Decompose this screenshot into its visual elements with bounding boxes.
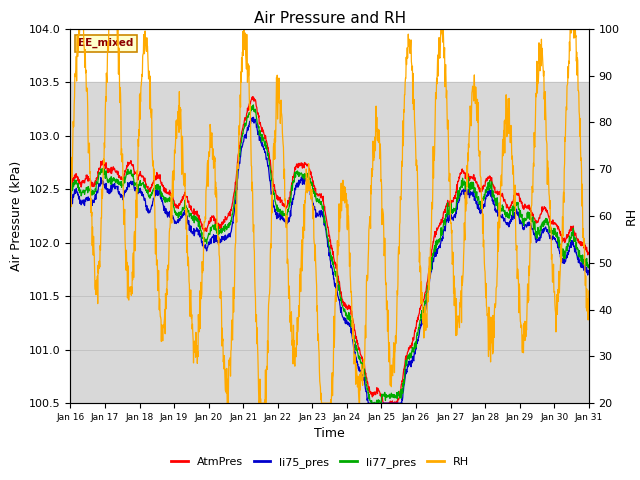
- Text: EE_mixed: EE_mixed: [78, 38, 134, 48]
- Bar: [70, 296, 589, 403]
- Y-axis label: Air Pressure (kPa): Air Pressure (kPa): [10, 161, 24, 271]
- Y-axis label: RH: RH: [625, 207, 638, 225]
- Legend: AtmPres, li75_pres, li77_pres, RH: AtmPres, li75_pres, li77_pres, RH: [166, 452, 474, 472]
- X-axis label: Time: Time: [314, 428, 345, 441]
- Bar: [70, 82, 589, 296]
- Title: Air Pressure and RH: Air Pressure and RH: [253, 11, 406, 26]
